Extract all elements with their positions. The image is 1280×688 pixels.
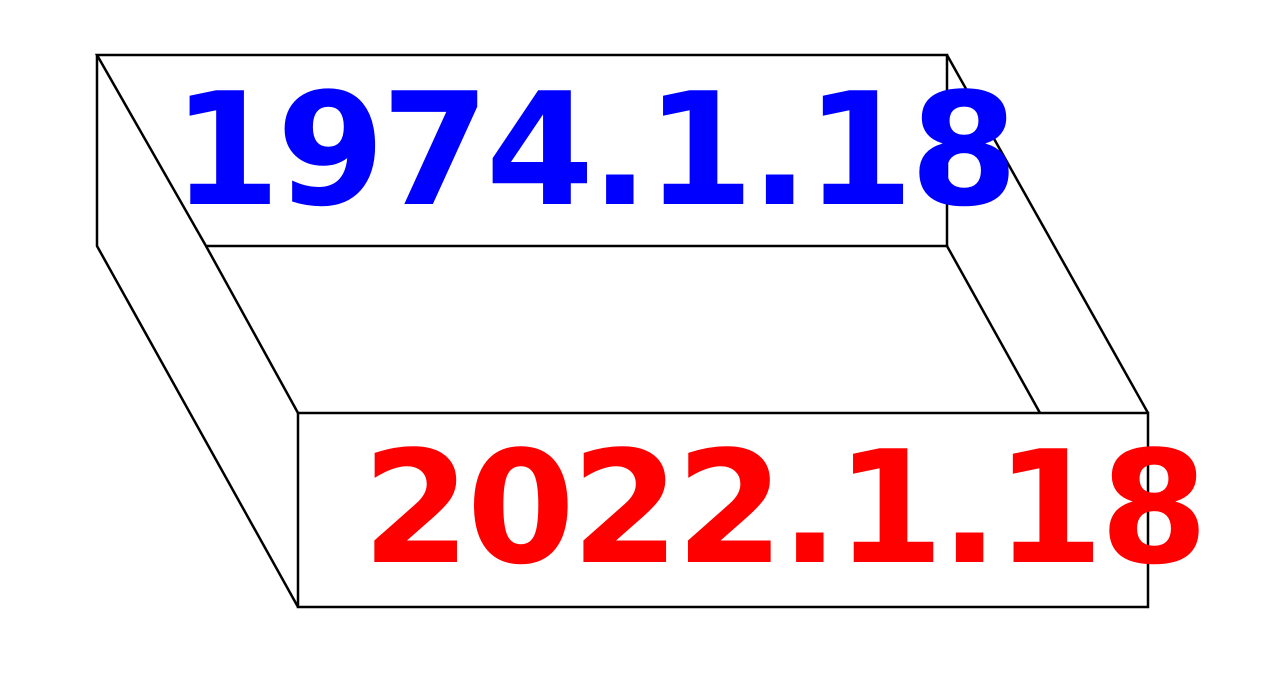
- date-label-top: 1974.1.18: [172, 59, 1018, 241]
- box-left-wall: [95, 55, 300, 608]
- box-front-panel: [296, 411, 1150, 609]
- box-right-floor-edge: [945, 245, 1042, 414]
- box-left-floor-edge: [204, 245, 300, 414]
- box-right-wall: [945, 54, 1150, 414]
- date-label-bottom: 2022.1.18: [362, 417, 1208, 599]
